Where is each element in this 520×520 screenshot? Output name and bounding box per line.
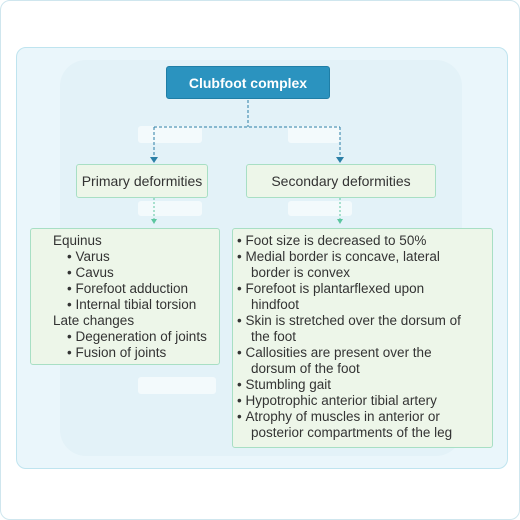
list-item: hindfoot: [251, 297, 300, 312]
list-item: Equinus: [53, 233, 102, 248]
root-node: Clubfoot complex: [166, 66, 330, 99]
ghost-bar: [288, 201, 352, 216]
list-item: Atrophy of muscles in anterior or: [237, 409, 492, 425]
list-item: posterior compartments of the leg: [251, 425, 453, 440]
ghost-bar: [288, 126, 340, 143]
arrow-secondary-list: [337, 219, 343, 224]
arrow-secondary: [336, 157, 344, 163]
list-item: Degeneration of joints: [53, 329, 219, 345]
list-item: Hypotrophic anterior tibial artery: [237, 393, 492, 409]
connector-root-to-branches: [153, 100, 341, 158]
list-item: border is convex: [251, 265, 351, 280]
list-item: Callosities are present over the: [237, 345, 492, 361]
list-item: Skin is stretched over the dorsum of: [237, 313, 492, 329]
list-item: Stumbling gait: [237, 377, 492, 393]
list-item: Forefoot is plantarflexed upon: [237, 281, 492, 297]
ghost-bar: [138, 377, 216, 394]
list-item: Internal tibial torsion: [53, 297, 219, 313]
arrow-primary: [150, 157, 158, 163]
ghost-bar: [138, 201, 202, 216]
list-item: Late changes: [53, 313, 135, 328]
list-item: Forefoot adduction: [53, 281, 219, 297]
arrow-primary-list: [151, 219, 157, 224]
list-item: Foot size is decreased to 50%: [237, 233, 492, 249]
list-item: Varus: [53, 249, 219, 265]
primary-deformities-list: EquinusVarusCavusForefoot adductionInter…: [30, 228, 220, 365]
list-item: Fusion of joints: [53, 345, 219, 361]
list-item: the foot: [251, 329, 297, 344]
list-item: Medial border is concave, lateral: [237, 249, 492, 265]
secondary-deformities-list: Foot size is decreased to 50%Medial bord…: [232, 228, 493, 448]
secondary-deformities-node: Secondary deformities: [246, 164, 436, 198]
list-item: dorsum of the foot: [251, 361, 360, 376]
list-item: Cavus: [53, 265, 219, 281]
primary-deformities-node: Primary deformities: [76, 164, 208, 198]
